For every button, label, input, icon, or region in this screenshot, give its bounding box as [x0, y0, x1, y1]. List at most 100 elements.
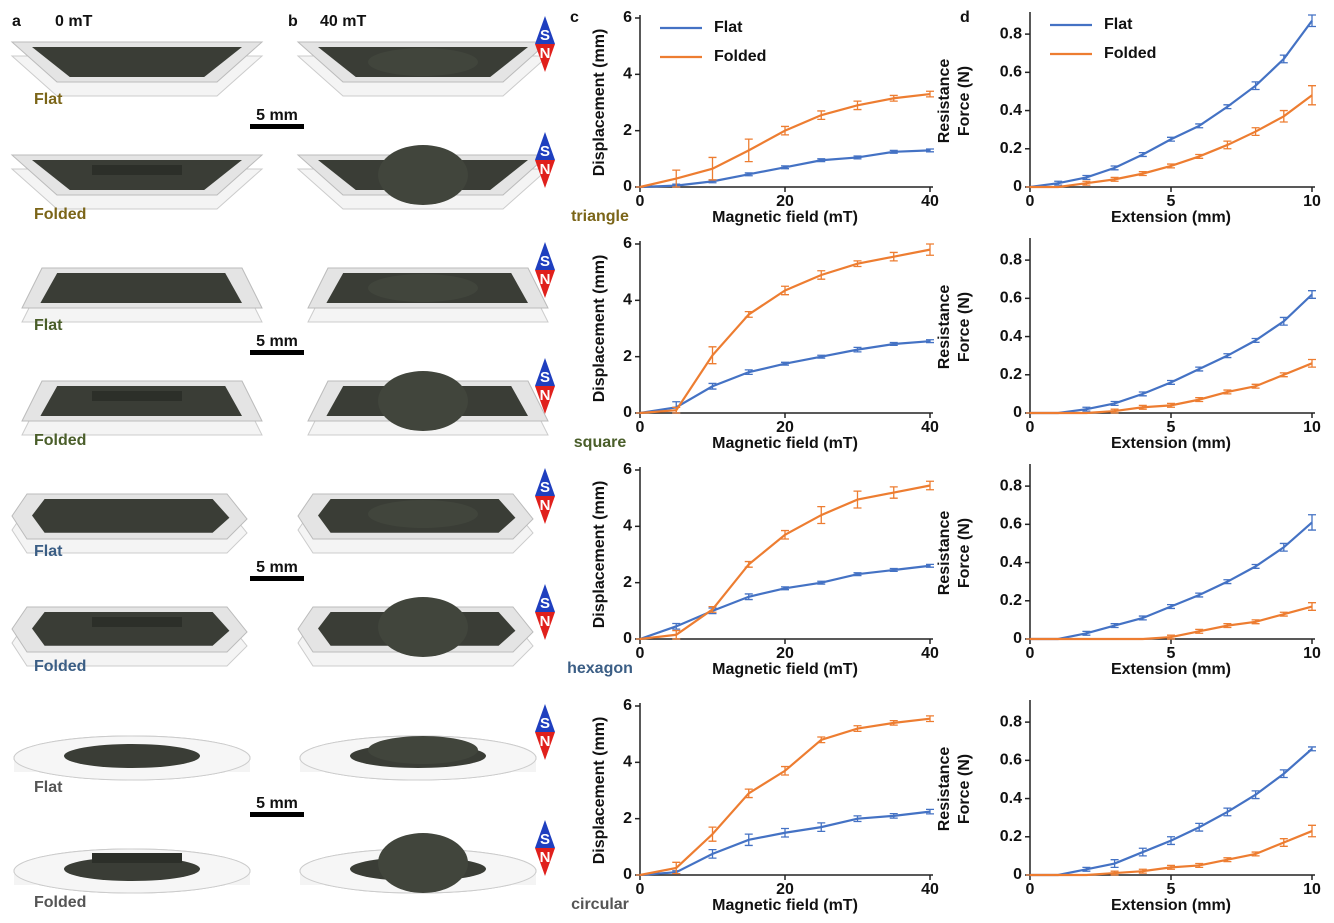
line	[1030, 295, 1312, 413]
photo	[298, 145, 548, 209]
photo	[308, 268, 548, 322]
line	[1030, 749, 1312, 875]
line	[640, 719, 930, 875]
error-bar	[1195, 124, 1203, 128]
field-label: 0 mT	[55, 13, 93, 30]
error-bar	[1308, 86, 1316, 105]
x-tick-label: 5	[1167, 881, 1176, 898]
y-tick-label: 0.4	[1000, 790, 1022, 807]
x-tick-label: 5	[1167, 645, 1176, 662]
line	[640, 341, 930, 413]
folded-label: Folded	[34, 658, 86, 675]
x-axis-label: Extension (mm)	[1111, 661, 1231, 678]
magnet-label: N	[540, 387, 551, 404]
y-tick-label: 0.8	[1000, 251, 1022, 268]
x-tick-label: 20	[776, 419, 794, 436]
magnet-label: N	[540, 849, 551, 866]
y-axis-label: Displacement (mm)	[591, 255, 608, 403]
scale-label: 5 mm	[256, 107, 298, 124]
line	[640, 94, 930, 187]
y-tick-label: 4	[623, 292, 632, 309]
photo	[14, 849, 250, 893]
bulge	[378, 833, 468, 893]
y-tick-label: 0.2	[1000, 140, 1022, 157]
y-axis-label: Force (N)	[956, 292, 973, 362]
fold	[92, 391, 182, 401]
error-bar	[1280, 111, 1288, 122]
panel-label: a	[12, 13, 21, 30]
y-tick-label: 0	[1013, 630, 1022, 647]
error-bar	[1167, 137, 1175, 141]
bulge	[368, 48, 478, 76]
y-tick-label: 6	[623, 461, 632, 478]
x-tick-label: 0	[636, 419, 645, 436]
y-tick-label: 0.6	[1000, 752, 1022, 769]
y-tick-label: 6	[623, 235, 632, 252]
x-tick-label: 40	[921, 193, 939, 210]
bulge	[368, 736, 478, 764]
legend-label: Folded	[1104, 45, 1156, 62]
error-bar	[1308, 747, 1316, 751]
membrane	[64, 744, 200, 768]
x-tick-label: 10	[1303, 193, 1321, 210]
y-axis-label: Resistance	[936, 747, 953, 832]
y-tick-label: 0.4	[1000, 554, 1022, 571]
x-tick-label: 40	[921, 881, 939, 898]
scale-bar	[250, 812, 304, 817]
x-tick-label: 40	[921, 645, 939, 662]
y-tick-label: 0.2	[1000, 828, 1022, 845]
membrane	[40, 273, 242, 303]
x-tick-label: 5	[1167, 193, 1176, 210]
y-axis-label: Force (N)	[956, 754, 973, 824]
magnet-label: N	[540, 497, 551, 514]
photo	[22, 381, 262, 435]
photo	[298, 494, 533, 553]
magnet-label: N	[540, 45, 551, 62]
x-tick-label: 0	[1026, 645, 1035, 662]
y-axis-label: Resistance	[936, 59, 953, 144]
y-axis-label: Displacement (mm)	[591, 29, 608, 177]
y-tick-label: 4	[623, 754, 632, 771]
x-tick-label: 0	[636, 881, 645, 898]
y-axis-label: Resistance	[936, 511, 953, 596]
line	[640, 250, 930, 413]
x-axis-label: Extension (mm)	[1111, 435, 1231, 452]
x-tick-label: 0	[636, 193, 645, 210]
flat-label: Flat	[34, 779, 63, 796]
fold	[92, 617, 182, 627]
flat-label: Flat	[34, 543, 63, 560]
figure: a 0 mT b 40 mT FlatFolded5 mmSNSNtriangl…	[0, 0, 1334, 923]
x-tick-label: 0	[636, 645, 645, 662]
photo	[298, 597, 533, 666]
magnet-label: S	[540, 369, 550, 386]
x-tick-label: 20	[776, 645, 794, 662]
bulge	[378, 145, 468, 205]
y-tick-label: 0.4	[1000, 102, 1022, 119]
panel-label: c	[570, 9, 579, 26]
folded-label: Folded	[34, 432, 86, 449]
shape-label: circular	[571, 896, 629, 913]
folded-label: Folded	[34, 206, 86, 223]
photo	[298, 42, 548, 96]
scale-bar	[250, 350, 304, 355]
magnet-label: N	[540, 161, 551, 178]
x-tick-label: 40	[921, 419, 939, 436]
bulge	[378, 371, 468, 431]
photo	[12, 155, 262, 209]
x-axis-label: Magnetic field (mT)	[712, 897, 858, 914]
y-axis-label: Force (N)	[956, 518, 973, 588]
photo	[12, 607, 247, 666]
y-axis-label: Force (N)	[956, 66, 973, 136]
y-tick-label: 2	[623, 574, 632, 591]
magnet-label: N	[540, 271, 551, 288]
legend-label: Flat	[714, 19, 743, 36]
y-tick-label: 0.6	[1000, 516, 1022, 533]
scale-label: 5 mm	[256, 559, 298, 576]
error-bar	[1223, 354, 1231, 358]
x-tick-label: 20	[776, 193, 794, 210]
photo	[300, 736, 536, 780]
y-tick-label: 2	[623, 810, 632, 827]
magnet-label: N	[540, 613, 551, 630]
panel-label: b	[288, 13, 298, 30]
error-bar	[1252, 338, 1260, 342]
